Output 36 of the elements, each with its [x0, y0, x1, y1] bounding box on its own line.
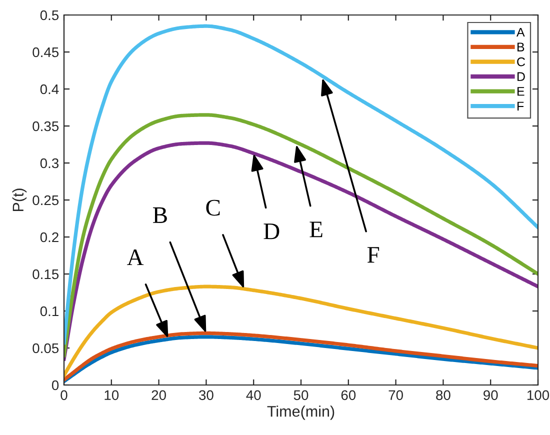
legend-label: C	[517, 57, 526, 66]
x-tick-label: 40	[246, 390, 261, 400]
legend-label: A	[516, 28, 525, 37]
x-axis-title: Time(min)	[267, 406, 334, 420]
legend-label: F	[518, 102, 524, 110]
annotation: D	[264, 224, 280, 240]
x-tick-label: 80	[436, 390, 450, 400]
y-tick-label: 0.4	[40, 84, 59, 94]
y-tick-label: 0.1	[40, 306, 58, 316]
annotation: E	[310, 222, 322, 238]
x-tick-label: 10	[104, 390, 119, 400]
y-tick-label: 0.3	[40, 158, 59, 168]
y-tick-label: 0.2	[40, 232, 58, 242]
x-tick-label: 60	[341, 390, 356, 400]
legend-label: B	[518, 42, 524, 52]
x-tick-label: 20	[152, 390, 166, 400]
y-tick-label: 0	[52, 380, 59, 390]
legend-label: E	[518, 87, 524, 96]
y-tick-label: 0.5	[40, 10, 59, 20]
x-tick-label: 90	[484, 390, 498, 400]
y-axis-title: P(t)	[12, 188, 27, 212]
annotation: A	[126, 249, 144, 266]
x-tick-label: 100	[527, 390, 550, 400]
x-tick-label: 70	[388, 390, 403, 400]
legend-label: D	[518, 72, 525, 81]
x-tick-label: 30	[199, 390, 214, 400]
x-tick-label: 50	[294, 390, 308, 400]
x-tick-label: 0	[60, 390, 68, 400]
y-tick-label: 0.05	[32, 343, 59, 354]
y-tick-label: 0.35	[32, 121, 59, 132]
annotation: C	[206, 200, 220, 216]
y-tick-label: 0.15	[32, 269, 59, 280]
annotation: F	[367, 247, 380, 263]
y-tick-label: 0.45	[32, 47, 59, 58]
annotation: B	[153, 207, 167, 223]
y-tick-label: 0.25	[32, 195, 59, 206]
